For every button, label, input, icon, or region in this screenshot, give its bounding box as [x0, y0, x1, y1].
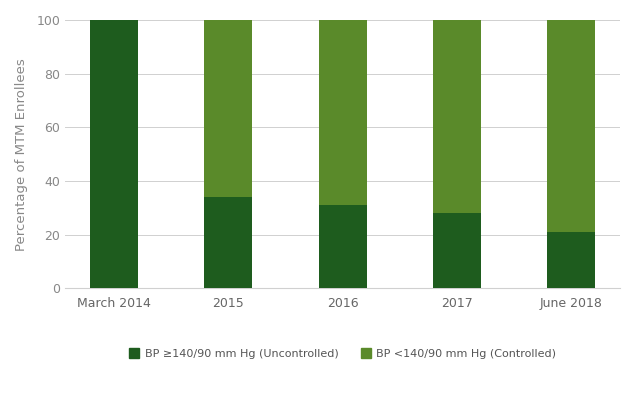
- Bar: [432, 20, 481, 213]
- Bar: [432, 213, 481, 289]
- Bar: [319, 205, 366, 289]
- Bar: [319, 20, 366, 205]
- Bar: [204, 20, 252, 197]
- Legend: BP ≥140/90 mm Hg (Uncontrolled), BP <140/90 mm Hg (Controlled): BP ≥140/90 mm Hg (Uncontrolled), BP <140…: [124, 344, 561, 363]
- Y-axis label: Percentage of MTM Enrollees: Percentage of MTM Enrollees: [15, 58, 28, 251]
- Bar: [547, 20, 595, 232]
- Bar: [204, 197, 252, 289]
- Bar: [90, 20, 138, 289]
- Bar: [547, 232, 595, 289]
